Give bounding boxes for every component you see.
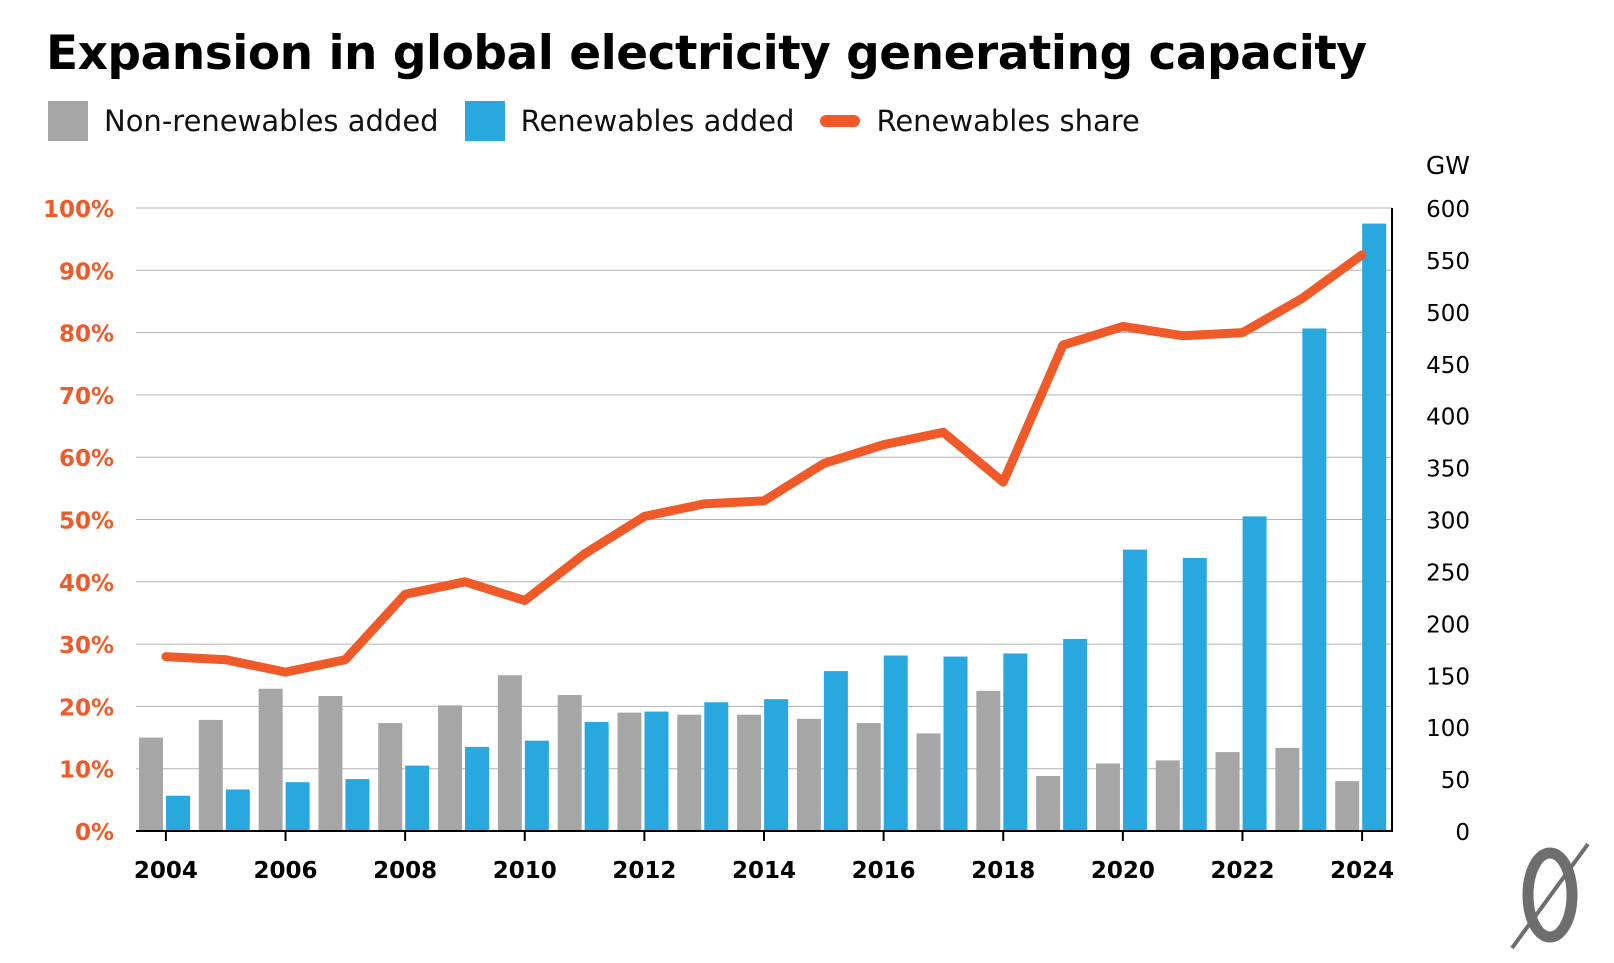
y-left-tick-label: 20%	[59, 695, 114, 721]
x-tick-label: 2006	[254, 858, 318, 884]
y-left-tick-label: 90%	[59, 259, 114, 285]
legend-label-renewables-share: Renewables share	[876, 104, 1140, 138]
bar-non-renewables	[258, 688, 283, 831]
bar-non-renewables	[139, 737, 163, 831]
bar-non-renewables	[557, 694, 582, 831]
bar-non-renewables	[497, 675, 522, 831]
y-left-tick-label: 10%	[59, 758, 114, 784]
x-tick-label: 2008	[373, 858, 437, 884]
legend-swatch-renewables	[464, 101, 505, 141]
bar-non-renewables	[796, 718, 821, 831]
y-right-tick-label: 100	[1426, 716, 1470, 742]
y-right-tick-label: 300	[1426, 509, 1470, 535]
legend-item-renewables-share: Renewables share	[820, 104, 1140, 138]
bar-renewables	[584, 721, 609, 831]
y-right-tick-label: 550	[1426, 249, 1470, 275]
bar-renewables	[704, 702, 729, 831]
x-tick-label: 2010	[493, 858, 557, 884]
bar-renewables	[1302, 328, 1327, 831]
y-left-tick-label: 30%	[59, 633, 114, 659]
line-series	[161, 250, 1367, 677]
bar-non-renewables	[378, 723, 403, 831]
tick-labels: 0% 10% 20% 30% 40% 50% 60% 70% 80% 90% 100% 0 50 100 1…	[43, 151, 1470, 884]
bar-renewables	[524, 740, 549, 831]
bar-non-renewables	[1275, 747, 1300, 831]
y-right-tick-label: 450	[1426, 353, 1470, 379]
y-left-tick-label: 80%	[59, 322, 114, 348]
y-right-tick-label: 0	[1455, 820, 1470, 846]
bar-non-renewables	[1335, 781, 1360, 831]
bar-non-renewables	[1155, 760, 1180, 831]
axes	[136, 208, 1393, 841]
legend-swatch-non-renewables	[48, 101, 88, 141]
y-right-tick-label: 350	[1426, 457, 1470, 483]
bar-renewables	[465, 746, 490, 831]
legend-swatch-renewables-share	[820, 115, 861, 127]
bar-non-renewables	[438, 705, 463, 831]
bar-non-renewables	[1036, 775, 1061, 831]
bar-non-renewables	[318, 696, 343, 831]
bar-renewables	[1003, 653, 1028, 831]
x-tick-label: 2018	[971, 858, 1035, 884]
y-left-tick-label: 0%	[75, 820, 114, 846]
x-tick-label: 2012	[612, 858, 676, 884]
bar-renewables	[1182, 557, 1207, 831]
bar-renewables	[405, 765, 430, 831]
bar-renewables	[943, 656, 968, 831]
y-right-tick-label: 200	[1426, 612, 1470, 638]
bar-renewables	[1122, 549, 1147, 831]
bar-renewables	[823, 671, 848, 831]
bar-non-renewables	[617, 712, 642, 831]
y-right-tick-label: 400	[1426, 405, 1470, 431]
bar-non-renewables	[737, 714, 762, 831]
x-tick-label: 2020	[1091, 858, 1155, 884]
x-tick-label: 2004	[134, 858, 198, 884]
bar-non-renewables	[1095, 763, 1120, 831]
legend-item-non-renewables: Non-renewables added	[48, 101, 439, 141]
bar-renewables	[345, 779, 370, 831]
bar-non-renewables	[856, 723, 881, 831]
y-right-tick-label: 150	[1426, 664, 1470, 690]
chart-legend: Non-renewables added Renewables added Re…	[48, 100, 1166, 142]
y-right-axis-unit: GW	[1426, 151, 1470, 180]
bar-renewables	[644, 711, 669, 831]
line-renewables-share	[161, 250, 1367, 677]
y-left-tick-label: 40%	[59, 571, 114, 597]
y-right-tick-label: 250	[1426, 560, 1470, 586]
publisher-logo	[1510, 842, 1590, 950]
x-tick-label: 2022	[1210, 858, 1274, 884]
bar-non-renewables	[677, 714, 702, 831]
y-left-tick-label: 100%	[43, 197, 114, 223]
bar-non-renewables	[198, 719, 223, 831]
legend-label-non-renewables: Non-renewables added	[104, 104, 439, 138]
legend-item-renewables: Renewables added	[464, 101, 795, 141]
bar-renewables	[1242, 516, 1267, 831]
x-tick-label: 2024	[1330, 858, 1394, 884]
y-left-tick-label: 50%	[59, 509, 114, 535]
bar-renewables	[285, 782, 310, 831]
legend-label-renewables: Renewables added	[520, 104, 795, 138]
chart-title: Expansion in global electricity generati…	[46, 26, 1367, 81]
bar-non-renewables	[916, 733, 941, 831]
bar-renewables	[883, 655, 908, 831]
bar-renewables	[1063, 638, 1088, 831]
gridlines	[136, 207, 1392, 770]
bar-renewables	[166, 795, 190, 831]
y-right-tick-label: 500	[1426, 301, 1470, 327]
bar-renewables	[225, 789, 250, 831]
bar-series	[139, 223, 1387, 831]
bar-non-renewables	[1215, 752, 1240, 831]
bar-non-renewables	[976, 690, 1001, 831]
x-tick-label: 2014	[732, 858, 796, 884]
y-left-tick-label: 70%	[59, 384, 114, 410]
x-tick-label: 2016	[852, 858, 916, 884]
y-right-tick-label: 600	[1426, 197, 1470, 223]
y-left-tick-label: 60%	[59, 446, 114, 472]
bar-renewables	[764, 699, 789, 831]
bar-renewables	[1362, 223, 1387, 831]
y-right-tick-label: 50	[1441, 768, 1470, 794]
